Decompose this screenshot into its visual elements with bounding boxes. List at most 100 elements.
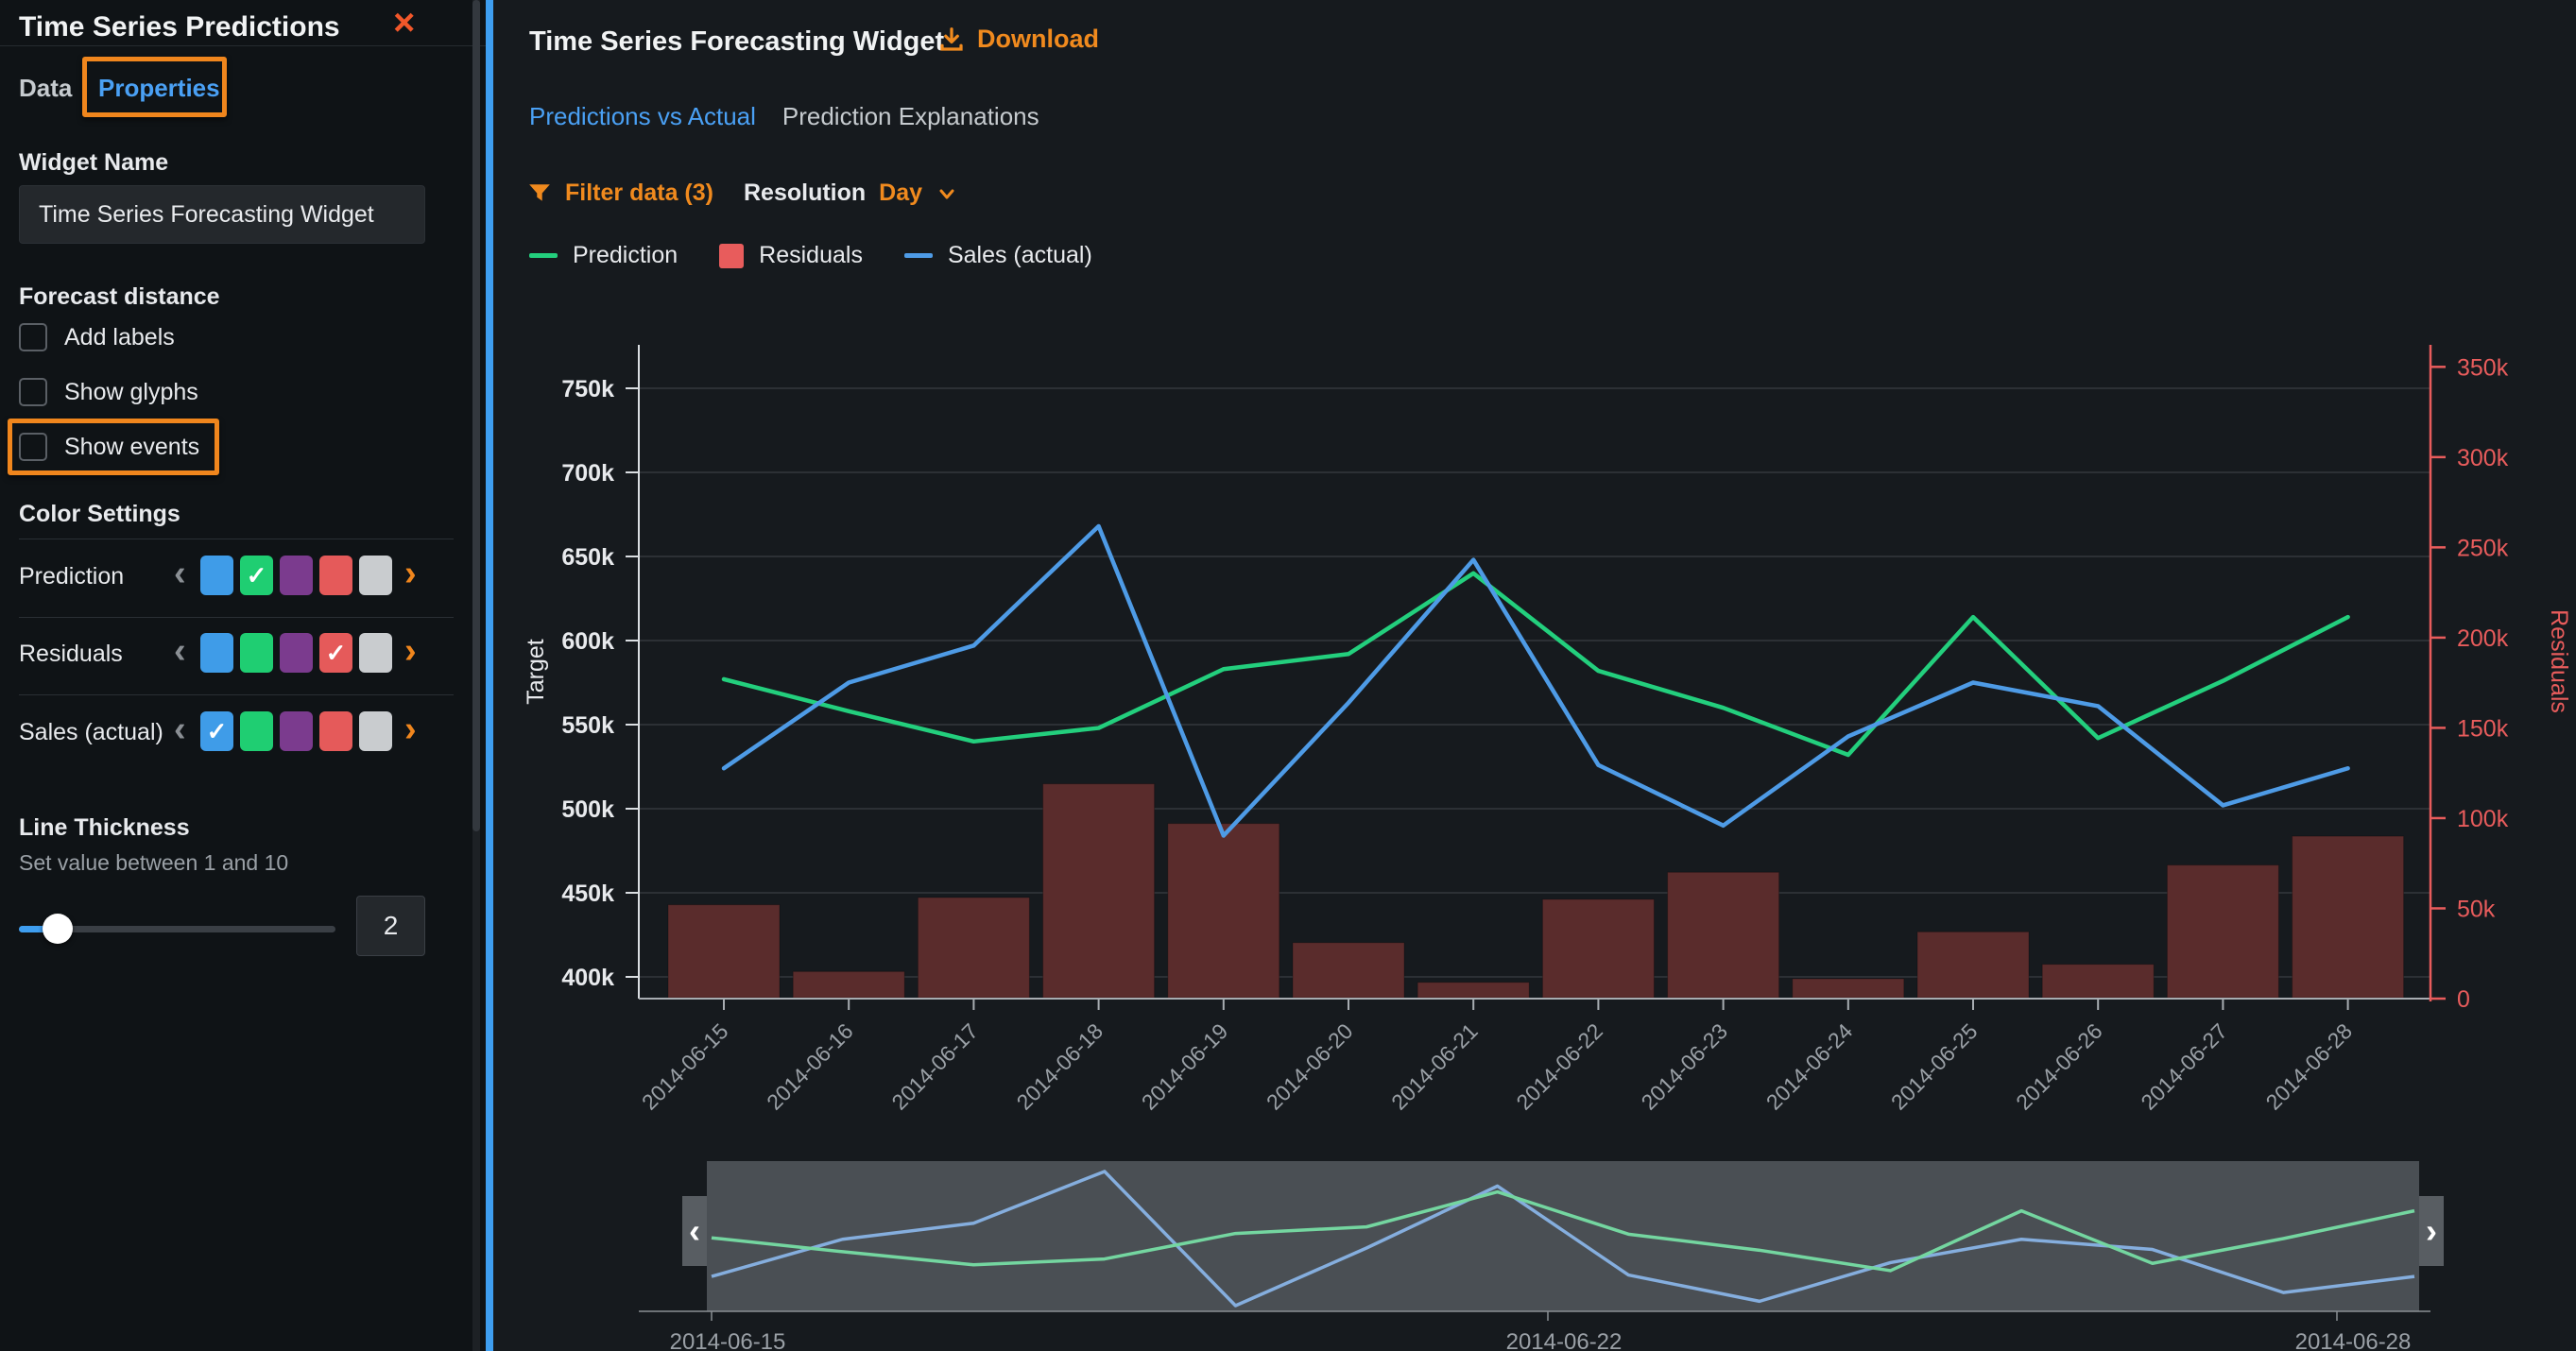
- x-axis-label: 2014-06-23: [1637, 1018, 1733, 1115]
- palette-prev-icon[interactable]: ‹: [174, 554, 186, 593]
- navigator-label: 2014-06-22: [1506, 1329, 1623, 1351]
- color-swatch-4[interactable]: [359, 633, 392, 673]
- download-button[interactable]: Download: [937, 25, 1099, 54]
- residual-bar: [1916, 931, 2030, 999]
- palette-next-icon[interactable]: ›: [404, 631, 417, 671]
- checkbox-unchecked[interactable]: [19, 378, 47, 406]
- residual-bar: [1417, 982, 1530, 999]
- color-row-salesactual: Sales (actual) ‹ ✓ ›: [0, 702, 486, 768]
- thickness-slider-thumb[interactable]: [43, 914, 73, 944]
- forecast-distance-label: Forecast distance: [19, 283, 220, 310]
- residual-bar: [792, 970, 905, 999]
- x-axis-label: 2014-06-20: [1262, 1018, 1358, 1115]
- x-axis-label: 2014-06-22: [1511, 1018, 1607, 1115]
- x-axis-label: 2014-06-28: [2261, 1018, 2358, 1115]
- color-row-label: Sales (actual): [19, 719, 163, 745]
- widget-name-input[interactable]: [19, 185, 425, 244]
- x-axis-label: 2014-06-24: [1761, 1018, 1858, 1115]
- checkbox-label: Show glyphs: [64, 378, 198, 405]
- x-axis-label: 2014-06-21: [1386, 1018, 1483, 1115]
- chart-legend: Prediction Residuals Sales (actual): [529, 242, 1092, 269]
- color-swatch-4[interactable]: [359, 556, 392, 595]
- residual-bar: [1167, 823, 1280, 999]
- color-swatch-0[interactable]: [200, 556, 233, 595]
- left-axis-tick-label: 500k: [561, 796, 614, 823]
- navigator-band[interactable]: [707, 1161, 2419, 1311]
- legend-label: Sales (actual): [947, 242, 1092, 268]
- chevron-down-icon[interactable]: [936, 182, 958, 205]
- palette-next-icon[interactable]: ›: [404, 554, 417, 593]
- color-swatch-1[interactable]: [240, 711, 273, 751]
- panel-resize-divider[interactable]: [486, 0, 493, 1351]
- divider: [19, 617, 454, 618]
- right-axis-tick-label: 100k: [2457, 806, 2509, 832]
- x-axis-label: 2014-06-19: [1137, 1018, 1233, 1115]
- divider: [19, 694, 454, 695]
- right-axis-title: Residuals: [2546, 609, 2572, 713]
- residual-bar: [917, 897, 1030, 999]
- color-swatch-2[interactable]: [280, 711, 313, 751]
- close-icon[interactable]: ×: [393, 2, 416, 43]
- legend-label: Residuals: [759, 242, 863, 268]
- color-swatch-3[interactable]: [319, 556, 352, 595]
- line-marker-icon: [903, 253, 933, 258]
- color-swatch-1-selected[interactable]: ✓: [240, 556, 273, 595]
- forecast-chart: 750k 700k 650k 600k 550k 500k 450k 400k Target 20…: [523, 345, 2572, 1351]
- sidebar-scrollbar-thumb[interactable]: [472, 0, 480, 831]
- color-row-label: Prediction: [19, 563, 125, 590]
- chevron-right-icon[interactable]: ›: [2426, 1211, 2437, 1250]
- navigator-label: 2014-06-28: [2295, 1329, 2412, 1351]
- download-icon: [940, 26, 963, 51]
- x-axis-label: 2014-06-25: [1886, 1018, 1983, 1115]
- left-axis-title: Target: [523, 639, 549, 705]
- tab-predictions-vs-actual[interactable]: Predictions vs Actual: [529, 102, 756, 130]
- legend-item-prediction[interactable]: Prediction: [529, 242, 678, 269]
- color-swatch-3-selected[interactable]: ✓: [319, 633, 352, 673]
- sidebar-tab-data[interactable]: Data: [19, 74, 73, 102]
- left-axis-tick-label: 650k: [561, 544, 614, 571]
- right-axis-tick-label: 250k: [2457, 535, 2509, 561]
- line-marker-icon: [529, 253, 558, 258]
- color-swatch-2[interactable]: [280, 556, 313, 595]
- palette-next-icon[interactable]: ›: [404, 710, 417, 749]
- legend-item-residuals[interactable]: Residuals: [719, 242, 863, 269]
- chevron-left-icon[interactable]: ‹: [689, 1211, 700, 1250]
- properties-sidebar: Time Series Predictions × Data Propertie…: [0, 0, 486, 1351]
- filter-icon: [529, 183, 550, 201]
- annotation-highlight-properties: [82, 57, 227, 117]
- residual-bar: [1042, 783, 1156, 999]
- color-swatch-0[interactable]: [200, 633, 233, 673]
- residual-bar: [2041, 964, 2155, 999]
- prediction-line: [721, 571, 2350, 758]
- checkbox-unchecked[interactable]: [19, 433, 47, 461]
- legend-item-salesactual[interactable]: Sales (actual): [903, 242, 1092, 269]
- divider: [0, 45, 486, 46]
- x-axis-label: 2014-06-15: [637, 1018, 733, 1115]
- color-swatch-3[interactable]: [319, 711, 352, 751]
- residual-bar: [1541, 898, 1655, 999]
- color-swatch-1[interactable]: [240, 633, 273, 673]
- right-axis-tick-label: 0: [2457, 986, 2470, 1013]
- left-axis-tick-label: 750k: [561, 376, 614, 402]
- salesactual-line: [721, 523, 2350, 838]
- navigator-left-handle[interactable]: [682, 1196, 707, 1266]
- checkbox-row-add-labels: Add labels: [19, 321, 175, 353]
- thickness-slider-track[interactable]: [19, 926, 335, 932]
- x-axis-label: 2014-06-18: [1012, 1018, 1108, 1115]
- resolution-dropdown[interactable]: Day: [879, 180, 923, 206]
- navigator-prediction-line: [711, 1189, 2415, 1273]
- navigator-right-handle[interactable]: [2419, 1196, 2444, 1266]
- color-swatch-4[interactable]: [359, 711, 392, 751]
- filter-data-button[interactable]: Filter data (3): [565, 180, 713, 206]
- tab-prediction-explanations[interactable]: Prediction Explanations: [781, 102, 1039, 130]
- thickness-value-box[interactable]: 2: [356, 896, 425, 956]
- sidebar-tab-properties[interactable]: Properties: [98, 74, 220, 102]
- x-axis-label: 2014-06-27: [2136, 1018, 2232, 1115]
- color-swatch-2[interactable]: [280, 633, 313, 673]
- color-swatch-0-selected[interactable]: ✓: [200, 711, 233, 751]
- widget-name-label: Widget Name: [19, 149, 169, 176]
- checkbox-unchecked[interactable]: [19, 323, 47, 351]
- palette-prev-icon[interactable]: ‹: [174, 631, 186, 671]
- checkbox-label: Show events: [64, 433, 200, 460]
- palette-prev-icon[interactable]: ‹: [174, 710, 186, 749]
